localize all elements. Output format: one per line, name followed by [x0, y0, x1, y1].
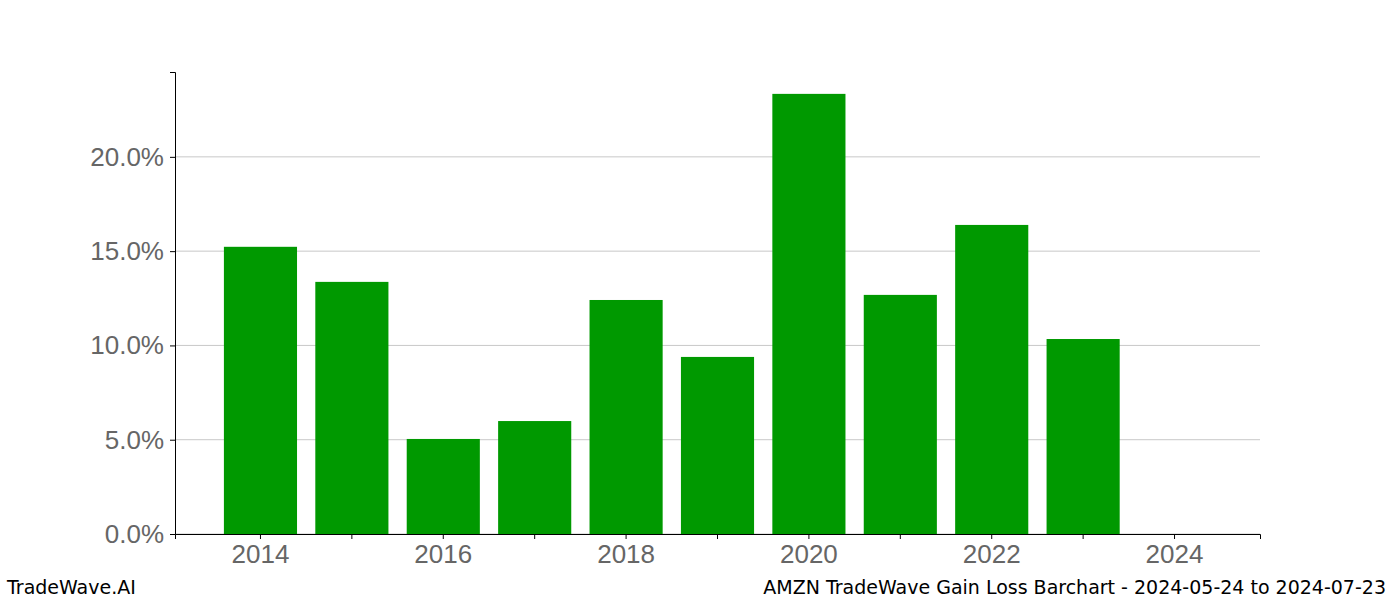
source-label: TradeWave.AI — [6, 576, 136, 598]
x-tick: 2014 — [232, 534, 290, 569]
y-tick-label: 10.0% — [90, 330, 164, 360]
x-axis-line — [176, 535, 1261, 540]
y-tick: 15.0% — [90, 236, 175, 266]
y-tick-mark — [170, 345, 175, 346]
bar — [1047, 339, 1120, 534]
y-tick-label: 0.0% — [105, 519, 164, 549]
x-tick-mark — [991, 534, 992, 539]
x-tick — [717, 534, 718, 539]
y-tick-mark — [170, 534, 175, 535]
x-tick-label: 2014 — [232, 539, 290, 569]
x-tick-label: 2018 — [597, 539, 655, 569]
x-tick — [351, 534, 352, 539]
y-tick-mark — [170, 157, 175, 158]
x-tick-mark — [351, 534, 352, 539]
y-axis-line — [170, 73, 176, 535]
x-tick: 2018 — [597, 534, 655, 569]
bar — [590, 300, 663, 534]
bar — [772, 94, 845, 534]
x-tick-label: 2024 — [1146, 539, 1204, 569]
y-tick: 0.0% — [105, 519, 175, 549]
x-tick: 2016 — [414, 534, 472, 569]
y-tick: 5.0% — [105, 425, 175, 455]
bar — [498, 421, 571, 534]
grid — [175, 157, 1260, 534]
bars — [224, 94, 1120, 534]
bar — [407, 439, 480, 534]
bar — [681, 357, 754, 534]
grid-line — [175, 251, 1260, 252]
bar — [315, 282, 388, 534]
x-tick — [534, 534, 535, 539]
x-tick-mark — [534, 534, 535, 539]
bar — [955, 225, 1028, 534]
x-tick-label: 2020 — [780, 539, 838, 569]
y-axis: 0.0% 5.0% 10.0% 15.0% 20.0% — [90, 73, 175, 549]
x-tick-mark — [1083, 534, 1084, 539]
y-tick-label: 5.0% — [105, 425, 164, 455]
x-tick-mark — [808, 534, 809, 539]
title: AMZN TradeWave Gain Loss Barchart - 2024… — [763, 576, 1386, 598]
x-tick-mark — [900, 534, 901, 539]
grid-line — [175, 156, 1260, 157]
x-tick-mark — [1174, 534, 1175, 539]
y-tick-label: 20.0% — [90, 142, 164, 172]
x-tick-mark — [443, 534, 444, 539]
x-tick-mark — [260, 534, 261, 539]
x-tick — [900, 534, 901, 539]
x-tick-mark — [626, 534, 627, 539]
y-tick-label: 15.0% — [90, 236, 164, 266]
y-tick: 20.0% — [90, 142, 175, 172]
x-tick: 2024 — [1146, 534, 1204, 569]
bar — [224, 247, 297, 534]
y-tick: 10.0% — [90, 330, 175, 360]
y-tick-mark — [170, 440, 175, 441]
x-tick-label: 2016 — [414, 539, 472, 569]
x-tick: 2022 — [963, 534, 1021, 569]
x-tick-mark — [717, 534, 718, 539]
x-axis: 2014 2016 2018 2020 2022 2024 — [176, 534, 1261, 569]
y-tick-mark — [170, 251, 175, 252]
x-tick-label: 2022 — [963, 539, 1021, 569]
bar — [864, 295, 937, 534]
x-tick — [1083, 534, 1084, 539]
chart: 0.0%5.0%10.0%15.0%20.0%20142016201820202… — [0, 0, 1400, 600]
x-tick: 2020 — [780, 534, 838, 569]
